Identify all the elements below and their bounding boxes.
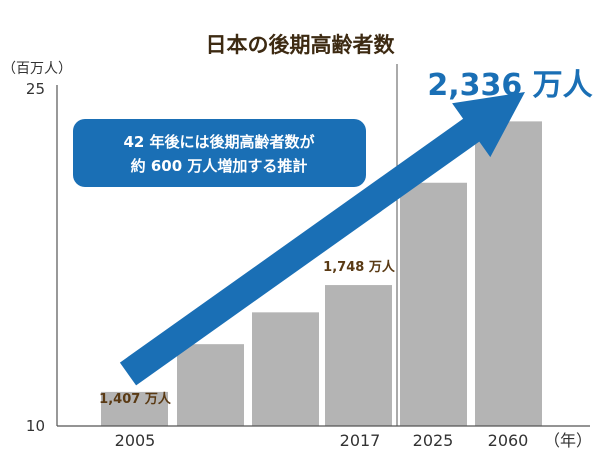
y-unit-label: （百万人） <box>2 61 72 77</box>
x-tick-2060: 2060 <box>488 431 529 450</box>
x-tick-2017: 2017 <box>340 431 381 450</box>
bar-0 <box>101 391 168 426</box>
bar-2 <box>252 312 319 426</box>
y-tick-top: 25 <box>26 80 45 98</box>
x-tick-2025: 2025 <box>413 431 454 450</box>
bar-5 <box>475 121 542 426</box>
callout-line-1: 42 年後には後期高齢者数が <box>123 133 315 151</box>
data-label-2: 2,336 万人 <box>427 68 592 103</box>
data-label-0: 1,407 万人 <box>99 391 172 407</box>
x-tick-2005: 2005 <box>115 431 156 450</box>
bar-3 <box>325 285 392 426</box>
bar-1 <box>177 344 244 426</box>
growth-arrow <box>119 92 526 386</box>
data-labels-group: 1,407 万人 1,748 万人 2,336 万人 <box>99 68 593 407</box>
bars-group <box>101 121 542 426</box>
data-label-1: 1,748 万人 <box>323 259 396 275</box>
callout-box <box>73 119 366 187</box>
x-ticks-group: 2005 2017 2025 2060 <box>115 431 529 450</box>
x-unit-label: （年） <box>544 431 592 450</box>
bar-4 <box>400 182 467 426</box>
callout-line-2: 約 600 万人増加する推計 <box>131 157 308 175</box>
chart-title: 日本の後期高齢者数 <box>206 33 396 57</box>
y-tick-bottom: 10 <box>26 417 45 435</box>
